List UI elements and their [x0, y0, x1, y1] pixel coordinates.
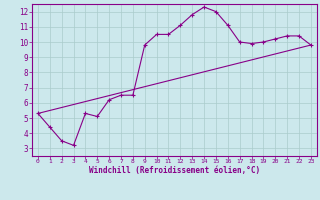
X-axis label: Windchill (Refroidissement éolien,°C): Windchill (Refroidissement éolien,°C): [89, 166, 260, 175]
